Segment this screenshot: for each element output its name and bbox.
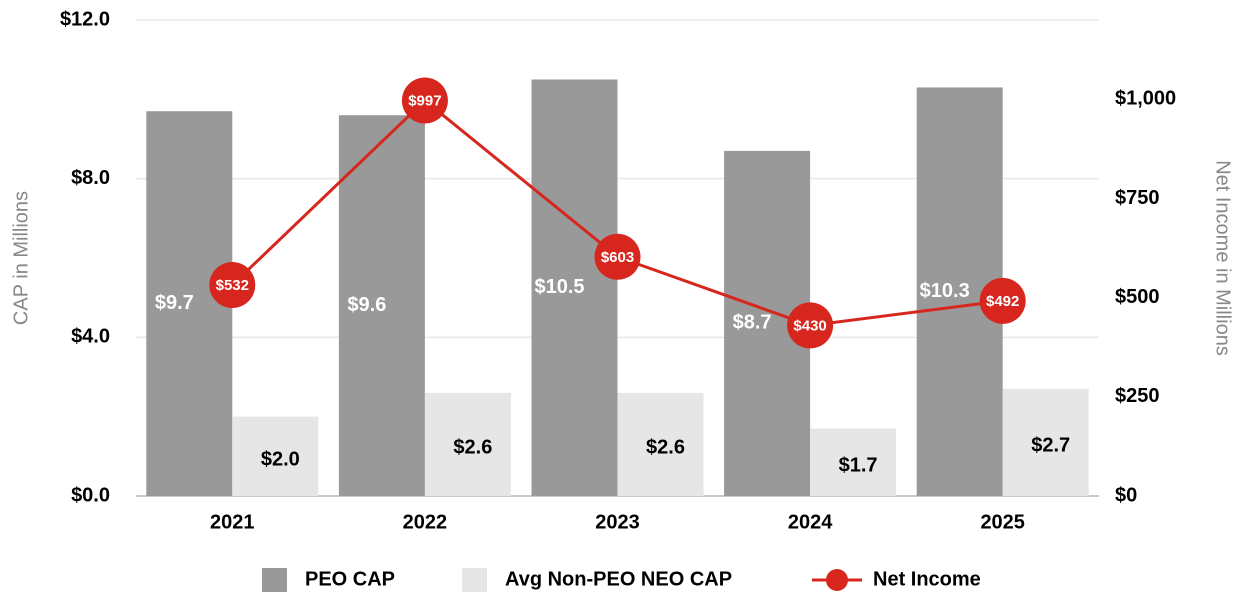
- data-label: $10.3: [920, 280, 970, 302]
- data-label: $2.6: [646, 437, 685, 459]
- data-label: $9.7: [155, 292, 194, 314]
- data-label: $2.6: [453, 437, 492, 459]
- x-tick-label: 2024: [788, 511, 833, 533]
- y2-tick-label: $750: [1115, 187, 1160, 209]
- x-tick-label: 2025: [980, 511, 1025, 533]
- data-label: $2.7: [1031, 435, 1070, 457]
- data-label: $8.7: [733, 312, 772, 334]
- bar: [232, 416, 319, 496]
- y2-tick-label: $250: [1115, 385, 1160, 407]
- y2-tick-label: $0: [1115, 484, 1137, 506]
- bar: [531, 79, 618, 496]
- data-label: $10.5: [534, 276, 584, 298]
- legend-swatch: [462, 568, 487, 592]
- bar: [810, 428, 897, 496]
- y-tick-label: $4.0: [71, 326, 110, 348]
- x-tick-label: 2023: [595, 511, 640, 533]
- marker: [787, 302, 834, 349]
- marker: [209, 261, 256, 308]
- data-label: $2.0: [261, 449, 300, 471]
- bar: [146, 111, 233, 496]
- data-label: $532: [216, 277, 249, 294]
- marker: [979, 277, 1026, 324]
- y2-axis-title: Net Income in Millions: [1212, 160, 1234, 356]
- bar: [617, 392, 704, 496]
- data-label: $9.6: [347, 294, 386, 316]
- y-tick-label: $12.0: [60, 8, 110, 30]
- data-label: $997: [408, 92, 441, 109]
- data-label: $492: [986, 293, 1019, 310]
- bar: [338, 115, 425, 496]
- x-tick-label: 2021: [210, 511, 255, 533]
- data-label: $603: [601, 249, 634, 266]
- legend-swatch: [262, 568, 287, 592]
- y2-tick-label: $500: [1115, 286, 1160, 308]
- marker: [401, 77, 448, 124]
- y-axis-title: CAP in Millions: [10, 191, 32, 325]
- legend-marker: [826, 569, 848, 591]
- x-tick-label: 2022: [403, 511, 448, 533]
- bar: [424, 392, 511, 496]
- legend-label: Net Income: [873, 568, 981, 590]
- legend-label: Avg Non-PEO NEO CAP: [505, 568, 732, 590]
- legend-label: PEO CAP: [305, 568, 395, 590]
- bar: [1002, 388, 1089, 496]
- y-tick-label: $0.0: [71, 484, 110, 506]
- y2-tick-label: $1,000: [1115, 88, 1176, 110]
- data-label: $430: [793, 317, 826, 334]
- data-label: $1.7: [839, 455, 878, 477]
- marker: [594, 233, 641, 280]
- y-tick-label: $8.0: [71, 167, 110, 189]
